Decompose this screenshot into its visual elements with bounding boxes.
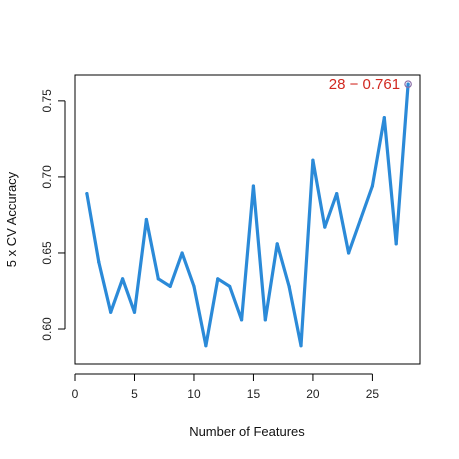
data-point [216,277,220,281]
data-point [287,284,291,289]
series-line [85,82,410,348]
plot-frame [74,74,421,365]
data-point [180,251,184,255]
x-tick-label: 15 [247,387,261,401]
data-point [192,284,196,289]
data-point [394,242,398,246]
data-point [109,310,113,314]
y-tick-label: 0.60 [40,317,54,341]
x-tick-label: 5 [131,387,138,401]
x-tick-label: 10 [187,387,201,401]
y-axis-label: 5 x CV Accuracy [4,171,19,267]
x-tick-label: 0 [72,387,79,401]
data-point [370,184,375,188]
data-point [156,277,160,281]
x-tick-label: 25 [366,387,380,401]
data-point [132,310,137,314]
data-point [228,284,232,289]
data-point [263,318,267,322]
data-point [275,242,279,246]
max-point-marker [404,80,412,88]
data-point [120,277,125,281]
data-point [347,251,351,255]
y-tick-label: 0.70 [40,165,54,189]
data-point [239,318,244,322]
x-axis-label: Number of Features [189,424,305,439]
y-axis: 0.60 0.65 0.70 0.75 [40,89,66,341]
annotation: 28 − 0.761 [329,76,412,93]
data-point [299,344,303,348]
data-point [251,184,256,188]
data-point [311,158,315,162]
data-point [323,225,327,229]
y-tick-label: 0.75 [40,89,54,113]
data-point [144,217,148,222]
data-point [406,82,410,86]
data-point [97,260,101,264]
y-tick-label: 0.65 [40,241,54,265]
data-point [335,192,339,196]
data-points [85,82,410,348]
data-point [85,192,89,196]
max-point-label: 28 − 0.761 [329,76,400,93]
x-tick-label: 20 [306,387,320,401]
x-axis: 0 5 10 15 20 25 [72,373,380,401]
data-point [168,284,172,289]
data-point [382,115,386,120]
data-point [204,344,208,348]
data-point [358,217,363,222]
